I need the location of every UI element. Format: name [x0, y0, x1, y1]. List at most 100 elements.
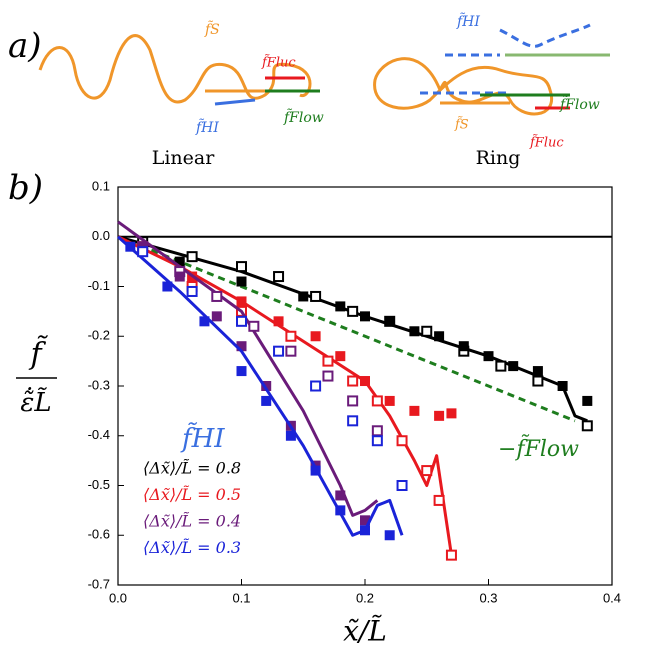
open-marker	[371, 425, 383, 437]
flow-label: −f̃Flow	[498, 435, 579, 462]
open-marker	[371, 435, 383, 447]
open-marker	[347, 305, 359, 317]
caption: Linear	[152, 147, 216, 169]
filled-marker	[335, 505, 346, 516]
schematic: a) f̃S f̃Fluc f̃HI f̃Flow Linear f̃HI f̃…	[8, 12, 610, 169]
open-marker	[421, 465, 433, 477]
open-marker	[236, 261, 247, 273]
open-marker	[445, 549, 457, 561]
open-marker	[310, 290, 322, 302]
open-marker	[347, 395, 359, 407]
open-marker	[236, 315, 247, 327]
arrow	[214, 98, 256, 106]
filled-marker	[360, 515, 370, 526]
filled-marker	[508, 361, 519, 372]
open-marker	[532, 375, 544, 387]
open-marker	[581, 420, 593, 432]
open-marker	[396, 435, 408, 447]
y-tick-label: -0.3	[88, 377, 110, 392]
open-marker	[347, 415, 359, 427]
filled-marker	[409, 326, 420, 337]
x-tick-label: 0.0	[109, 590, 127, 605]
label: f̃S	[454, 116, 469, 133]
filled-marker	[360, 525, 370, 536]
filled-marker	[557, 381, 568, 391]
panel-label: a)	[8, 26, 42, 66]
linear-chain	[38, 34, 312, 104]
filled-marker	[360, 376, 370, 387]
open-marker	[310, 380, 322, 392]
legend-entry: ⟨Δx̃⟩/L̃ = 0.4	[143, 512, 241, 531]
open-marker	[371, 395, 383, 407]
filled-marker	[458, 341, 469, 352]
filled-marker	[236, 276, 247, 287]
y-tick-label: -0.6	[88, 527, 110, 542]
y-label: f̃	[28, 335, 48, 372]
filled-marker	[174, 271, 185, 282]
open-marker	[186, 285, 198, 297]
filled-marker	[310, 331, 321, 342]
open-marker	[421, 325, 433, 337]
legend-entry: ⟨Δx̃⟩/L̃ = 0.3	[143, 538, 241, 557]
y-tick-label: -0.5	[88, 477, 110, 492]
y-tick-label: -0.4	[88, 427, 110, 442]
open-marker	[273, 271, 285, 283]
plot: 0.0 0.1 0.2 0.3 0.4 0.1 0.0 -0.1 -0.2 -0.3 -0.4 -0.…	[88, 178, 621, 605]
x-tick-label: 0.4	[603, 590, 621, 605]
y-tick-label: 0.0	[92, 228, 110, 243]
filled-marker	[261, 395, 272, 406]
filled-marker	[174, 256, 185, 267]
flow-line	[117, 235, 576, 423]
filled-marker	[434, 331, 445, 342]
filled-marker	[310, 465, 321, 476]
filled-marker	[360, 311, 370, 322]
x-tick-label: 0.2	[356, 590, 374, 605]
filled-marker	[384, 530, 395, 541]
y-tick-label: -0.2	[88, 328, 110, 343]
y-tick-label: -0.1	[88, 278, 110, 293]
x-tick-label: 0.1	[232, 590, 250, 605]
filled-marker	[261, 381, 272, 391]
filled-marker	[409, 405, 420, 416]
open-marker	[248, 320, 260, 332]
y-tick-label: 0.1	[92, 178, 110, 193]
filled-marker	[125, 241, 136, 252]
x-label: x̃/L̃	[343, 614, 387, 647]
y-tick-label: -0.7	[88, 576, 110, 591]
filled-marker	[335, 490, 346, 501]
label: f̃HI	[456, 12, 480, 30]
open-marker	[186, 251, 198, 263]
open-marker	[137, 246, 149, 258]
filled-marker	[236, 341, 247, 352]
filled-marker	[335, 301, 346, 312]
open-marker	[396, 480, 408, 491]
open-marker	[285, 330, 297, 342]
legend-title: f̃HI	[180, 422, 225, 454]
ring-chain	[373, 57, 554, 116]
flow-line	[499, 23, 591, 48]
label: f̃Fluc	[261, 54, 296, 71]
label: f̃HI	[195, 118, 219, 136]
filled-marker	[273, 316, 284, 327]
panel-label: b)	[8, 168, 43, 208]
filled-marker	[236, 296, 247, 307]
open-marker	[433, 494, 445, 506]
filled-marker	[211, 311, 222, 322]
open-marker	[211, 290, 223, 302]
legend-entry: ⟨Δx̃⟩/L̃ = 0.5	[143, 485, 241, 504]
filled-marker	[384, 395, 395, 406]
label: f̃S	[204, 20, 220, 38]
open-marker	[495, 360, 507, 372]
filled-marker	[446, 408, 457, 419]
filled-marker	[335, 351, 346, 362]
y-label: ε̃̇L̃	[20, 387, 51, 418]
filled-marker	[483, 351, 494, 362]
open-marker	[322, 355, 334, 367]
filled-marker	[384, 316, 395, 327]
filled-marker	[582, 395, 593, 406]
filled-marker	[532, 366, 543, 377]
x-tick-label: 0.3	[479, 590, 497, 605]
open-marker	[273, 345, 285, 357]
filled-marker	[298, 291, 309, 302]
